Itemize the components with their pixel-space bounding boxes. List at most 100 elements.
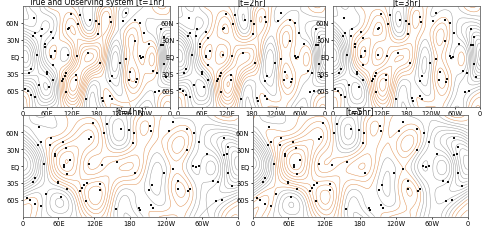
Point xyxy=(200,86,208,90)
Point xyxy=(399,121,407,124)
Point xyxy=(86,136,94,140)
Point xyxy=(108,98,116,101)
Point xyxy=(49,64,57,67)
Point xyxy=(48,37,56,41)
Point xyxy=(224,145,232,149)
Point xyxy=(261,202,269,206)
Point xyxy=(472,75,480,79)
Point xyxy=(218,199,226,202)
Point xyxy=(264,144,272,148)
Point xyxy=(66,159,74,163)
Point xyxy=(288,78,296,82)
Point xyxy=(386,14,394,18)
Point xyxy=(135,206,143,210)
Point xyxy=(47,137,55,141)
Point xyxy=(436,71,444,74)
Point xyxy=(86,19,94,22)
Point xyxy=(350,43,358,47)
Point xyxy=(295,32,303,36)
Point xyxy=(31,202,39,206)
Point xyxy=(359,64,367,67)
Point xyxy=(34,84,42,87)
Point xyxy=(287,195,295,199)
Point xyxy=(315,163,323,166)
Point xyxy=(170,167,177,170)
Point xyxy=(336,72,344,75)
Point xyxy=(428,20,436,24)
Point xyxy=(60,163,68,167)
Point xyxy=(202,152,210,156)
Point xyxy=(204,37,212,41)
Point xyxy=(149,70,157,74)
Point xyxy=(448,199,456,202)
Point xyxy=(442,200,450,203)
Point xyxy=(146,125,154,128)
Point xyxy=(422,165,430,169)
Point xyxy=(454,153,462,156)
Point xyxy=(424,165,432,168)
Point xyxy=(467,44,475,48)
Point xyxy=(61,75,69,79)
Point xyxy=(193,28,201,32)
Point xyxy=(332,87,340,91)
Point xyxy=(218,91,226,94)
Point xyxy=(375,27,383,31)
Point xyxy=(151,91,159,94)
Point xyxy=(404,180,412,183)
Point xyxy=(306,189,314,192)
Point xyxy=(182,94,190,97)
Point xyxy=(246,20,254,24)
Point xyxy=(258,181,266,184)
Point xyxy=(47,56,55,60)
Point xyxy=(326,182,334,186)
Point xyxy=(426,141,434,145)
Point xyxy=(254,100,262,104)
Point xyxy=(454,172,462,175)
Point xyxy=(64,54,72,57)
Point xyxy=(426,62,434,66)
Title: [t=5hr]: [t=5hr] xyxy=(346,107,374,116)
Point xyxy=(250,32,258,36)
Point xyxy=(31,96,39,99)
Point xyxy=(358,37,366,41)
Point xyxy=(372,91,380,94)
Point xyxy=(117,128,125,131)
Point xyxy=(442,80,450,84)
Point xyxy=(196,141,203,145)
Point xyxy=(443,78,451,82)
Point xyxy=(31,177,39,180)
Point xyxy=(92,20,100,24)
Point xyxy=(156,90,164,93)
Point xyxy=(60,165,68,169)
Point xyxy=(241,19,249,22)
Point xyxy=(312,181,320,185)
Point xyxy=(204,64,212,67)
Point xyxy=(214,78,222,81)
Point xyxy=(293,173,301,176)
Point xyxy=(228,55,236,58)
Point xyxy=(270,62,278,66)
Point xyxy=(459,70,467,74)
Point xyxy=(202,31,209,35)
Point xyxy=(334,90,342,93)
Point xyxy=(169,121,177,124)
Point xyxy=(320,122,328,126)
Point xyxy=(63,188,71,192)
Point xyxy=(192,35,200,39)
Point xyxy=(330,132,338,136)
Point xyxy=(370,78,378,81)
Point xyxy=(58,80,66,84)
Point xyxy=(220,137,228,141)
Point xyxy=(355,129,363,133)
Point xyxy=(376,189,384,192)
Point xyxy=(294,56,302,59)
Point xyxy=(46,144,54,148)
Point xyxy=(227,79,235,83)
Point xyxy=(33,54,41,57)
Point xyxy=(310,90,318,93)
Point xyxy=(402,20,409,24)
Point xyxy=(220,27,228,31)
Point xyxy=(26,199,34,202)
Point xyxy=(344,84,352,87)
Point xyxy=(51,155,59,158)
